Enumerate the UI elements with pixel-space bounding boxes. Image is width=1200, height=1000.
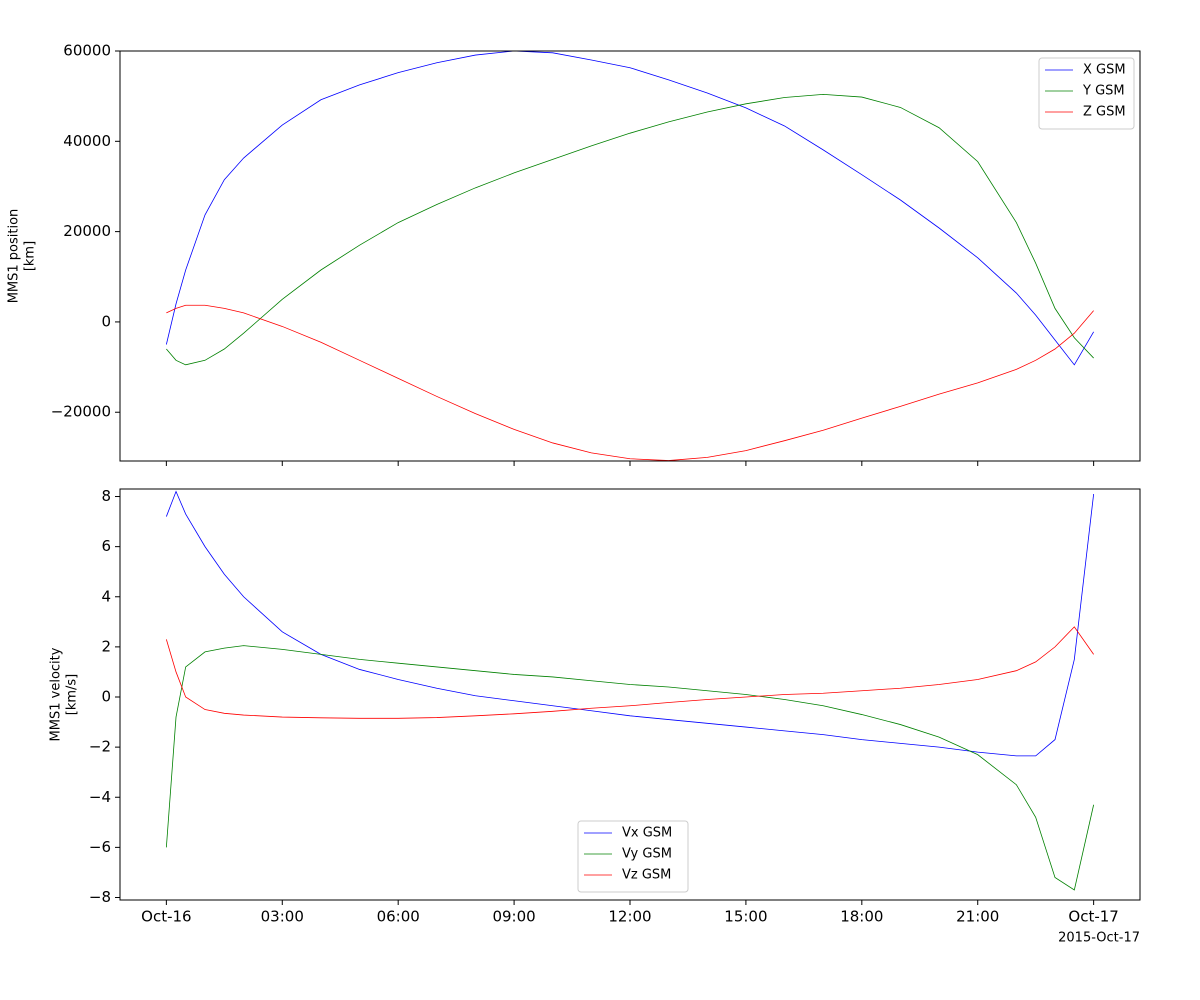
x-tick-label: Oct-16 [141, 908, 191, 926]
y-tick-label: 20000 [63, 222, 111, 240]
x-tick-label: 21:00 [956, 908, 999, 926]
legend-label: Y GSM [1082, 84, 1125, 99]
x-tick-label: 12:00 [608, 908, 651, 926]
y-tick-label: −2 [89, 738, 111, 756]
y-axis-label: MMS1 velocity [49, 647, 64, 741]
y-tick-label: −20000 [51, 403, 111, 421]
y-axis-label: [km/s] [65, 674, 80, 716]
y-axis-label: [km] [23, 241, 38, 271]
y-tick-label: 40000 [63, 132, 111, 150]
data-line [165, 490, 1095, 757]
data-line [166, 93, 1094, 366]
y-tick-label: 4 [101, 587, 111, 605]
y-tick-label: 2 [101, 637, 111, 655]
y-axis-label: MMS1 position [7, 209, 22, 304]
y-tick-label: −8 [89, 888, 111, 906]
data-line [165, 626, 1094, 719]
x-tick-label: 06:00 [377, 908, 420, 926]
legend-label: Z GSM [1083, 105, 1126, 120]
data-line [165, 50, 1094, 366]
axes-frame [119, 50, 1141, 462]
y-tick-label: 0 [101, 688, 111, 706]
y-tick-label: 6 [101, 537, 111, 555]
x-tick-label: 15:00 [724, 908, 767, 926]
y-tick-label: −4 [89, 788, 111, 806]
data-line [166, 304, 1094, 461]
legend-box [1038, 57, 1135, 130]
data-line [165, 645, 1095, 891]
axes-frame [119, 488, 1141, 901]
x-tick-label: 09:00 [492, 908, 535, 926]
legend-box [577, 820, 689, 893]
legend-label: X GSM [1083, 63, 1126, 78]
x-tick-label: 03:00 [261, 908, 304, 926]
y-tick-label: 60000 [63, 42, 111, 60]
x-tick-label: Oct-17 [1068, 908, 1118, 926]
y-tick-label: −6 [89, 838, 111, 856]
legend-label: Vz GSM [622, 868, 671, 883]
y-tick-label: 0 [101, 312, 111, 330]
y-tick-label: 8 [101, 487, 111, 505]
x-offset-label: 2015-Oct-17 [1058, 931, 1140, 946]
x-tick-label: 18:00 [840, 908, 883, 926]
legend-label: Vx GSM [622, 826, 672, 841]
legend-label: Vy GSM [622, 847, 672, 862]
